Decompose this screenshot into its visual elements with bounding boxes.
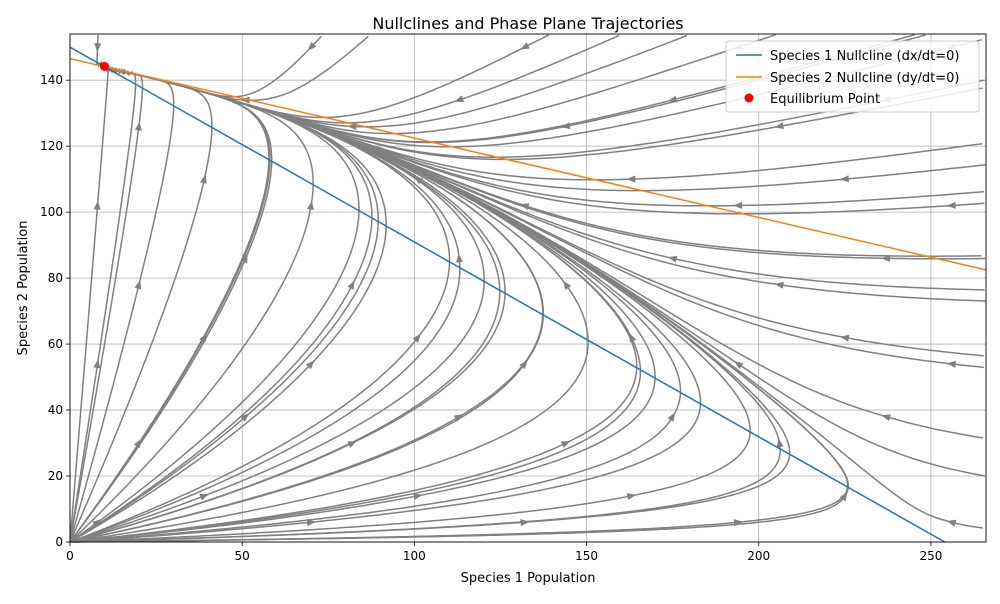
equilibrium-point [99,61,109,71]
streamline-arrow [667,255,678,263]
legend-label-species2: Species 2 Nullcline (dy/dt=0) [770,71,959,86]
species2-nullcline-line [69,57,987,271]
x-tick-label: 150 [575,549,598,563]
streamline-arrow [306,519,317,527]
streamline-arrow [946,201,956,209]
streamline-arrow [347,280,355,290]
nullcline-lines [69,46,987,543]
y-tick-label: 80 [48,271,63,285]
streamline-arrow [626,175,636,183]
y-tick-label: 0 [55,535,63,549]
streamline [73,66,781,543]
streamline-arrow [240,253,248,264]
streamline-arrow [946,360,956,368]
streamline-arrow [562,280,572,290]
streamline-arrow [733,201,743,209]
x-tick-label: 250 [919,549,942,563]
streamline [73,66,589,543]
streamline-arrow [305,360,315,370]
streamline [101,34,688,128]
streamline-arrow [456,253,464,263]
streamline-arrow [347,440,357,448]
streamline-arrow [629,333,637,343]
y-axis-label: Species 2 Population [16,221,31,356]
streamline [101,34,550,119]
streamline-arrow [412,333,421,343]
streamline [72,65,544,543]
streamline [100,64,984,439]
streamline-arrow [881,414,891,422]
y-tick-label: 120 [40,139,63,153]
streamline-arrow [774,122,784,130]
streamline [70,65,273,542]
species1-nullcline-line [69,46,946,543]
streamline-arrow [306,200,314,211]
streamline [74,65,545,542]
streamline-arrow [307,41,317,51]
streamline [104,35,369,101]
y-tick-label: 20 [48,469,63,483]
streamline-arrow [454,95,465,103]
streamline-arrow [413,176,424,185]
streamline-arrow [774,281,784,289]
streamline-arrow [413,493,423,500]
streamline [73,65,485,542]
streamline [69,65,137,541]
streamline-arrow [560,440,571,448]
y-tick-label: 100 [40,205,63,219]
x-tick-label: 0 [66,549,74,563]
legend-label-equilibrium: Equilibrium Point [770,92,880,107]
streamline-arrow [94,43,102,53]
streamline-arrow [626,493,637,501]
streamline-arrow [667,95,678,103]
streamline-arrow [134,279,142,290]
streamline [70,65,360,543]
streamline [71,66,451,543]
streamline-arrow [240,96,250,104]
streamline-arrow [453,414,464,422]
streamline-arrow [776,438,784,448]
streamline-arrow [199,493,209,501]
x-axis-label: Species 1 Population [461,571,596,586]
streamline [105,34,620,124]
streamline-arrow [520,519,530,526]
streamline [71,66,850,543]
streamline-arrow [839,334,850,342]
streamline-arrow [881,254,891,262]
streamline-arrow [733,361,744,370]
streamline-arrow [92,519,102,528]
streamline [102,35,322,98]
y-tick-label: 140 [40,73,63,87]
streamline-arrow [519,359,528,370]
streamline [69,65,110,541]
streamline-arrow [839,175,850,183]
axis-ticks: 0 50 100 150 200 250 0 20 40 60 80 100 120 140 [40,73,942,563]
legend-box [725,40,980,113]
legend: Species 1 Nullcline (dx/dt=0) Species 2 … [725,40,980,113]
streamline-arrow [93,200,101,210]
streamline-arrow [93,358,101,369]
y-tick-label: 40 [48,403,63,417]
legend-label-species1: Species 1 Nullcline (dx/dt=0) [770,49,959,64]
legend-marker-equilibrium [744,93,754,103]
streamline [69,66,144,540]
equilibrium-layer [99,61,109,71]
streamline-arrow [839,491,848,502]
x-tick-label: 200 [747,549,770,563]
chart-title: Nullclines and Phase Plane Trajectories [372,14,683,33]
streamline-arrow [667,412,676,422]
streamline-arrow [240,413,250,422]
y-tick-label: 60 [48,337,63,351]
streamline-arrow [946,519,957,527]
streamline [71,65,314,542]
streamline [70,64,213,541]
streamline-arrow [200,174,207,184]
x-tick-label: 50 [235,549,250,563]
streamline-arrow [134,121,142,131]
streamline-arrow [520,42,530,50]
plot-frame [69,33,987,543]
x-tick-label: 100 [403,549,426,563]
